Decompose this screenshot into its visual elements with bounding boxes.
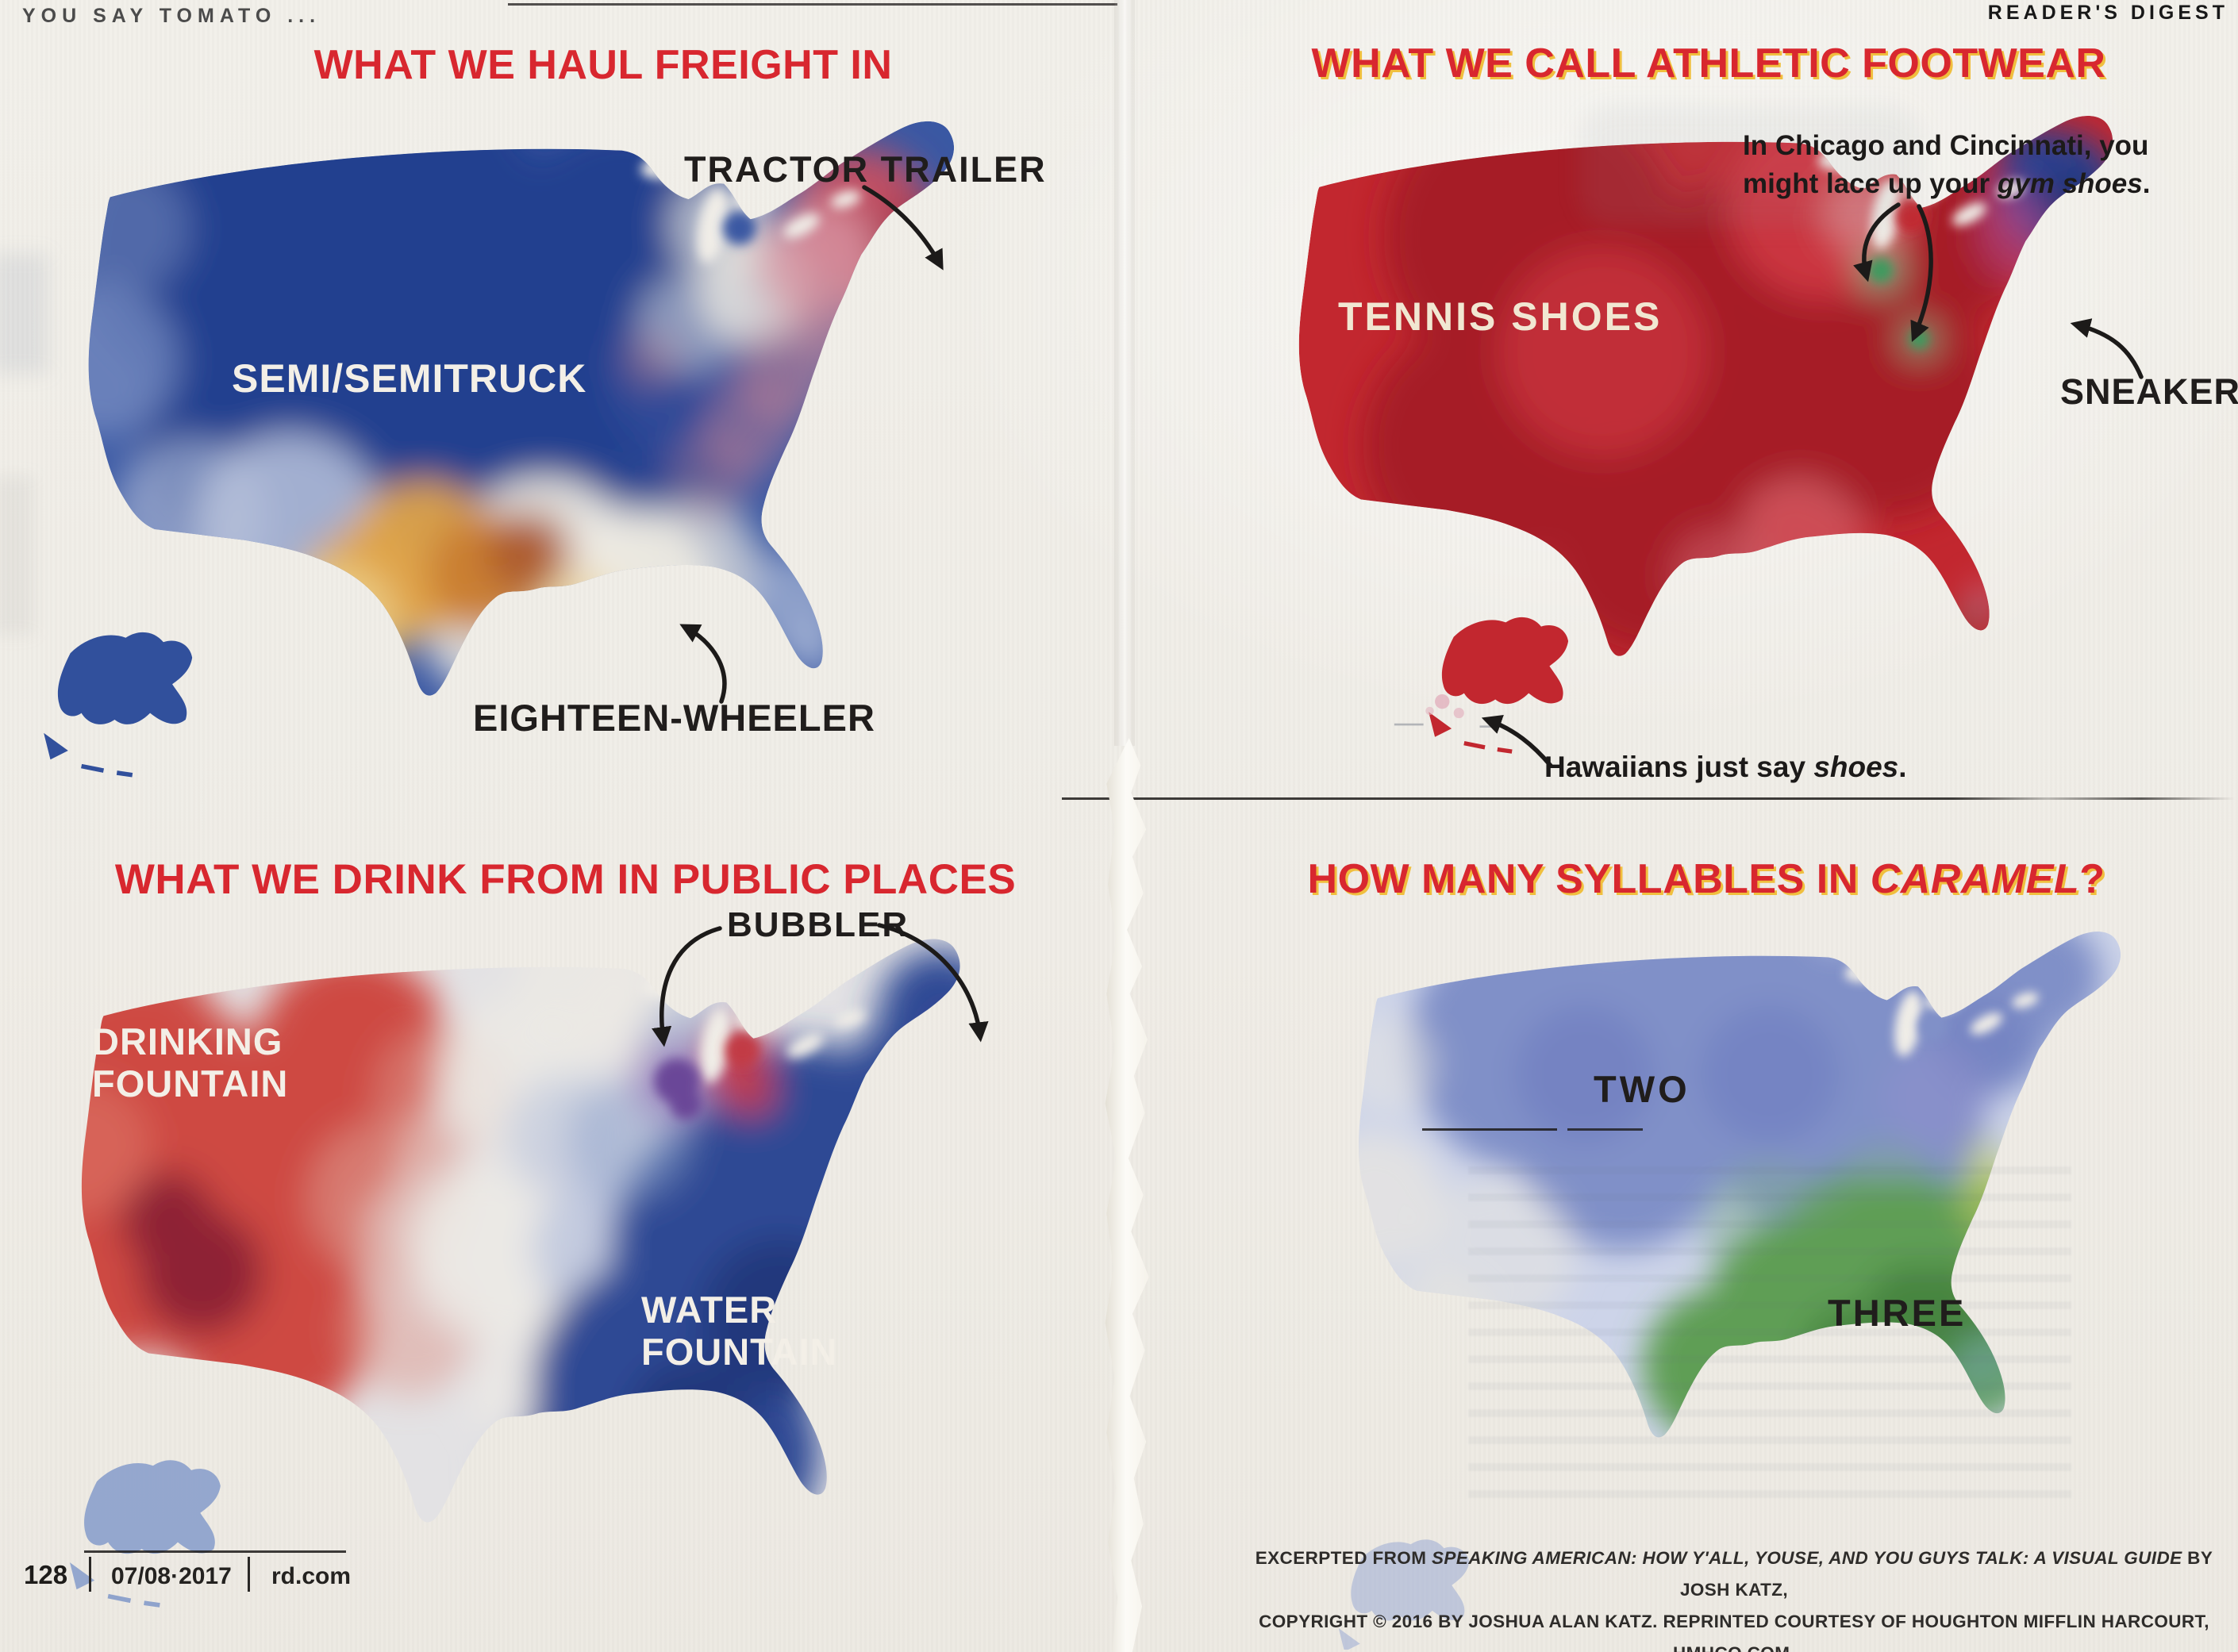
hawaii-note-italic: shoes <box>1813 751 1899 783</box>
ink-dash <box>1422 1128 1557 1131</box>
attribution-prefix: EXCERPTED FROM <box>1255 1548 1432 1568</box>
label-water-fountain: WATER FOUNTAIN <box>641 1289 837 1373</box>
hawaii-note: Hawaiians just say shoes. <box>1544 751 1907 784</box>
footer-rule <box>84 1550 346 1553</box>
attribution-book-title: SPEAKING AMERICAN: HOW Y'ALL, YOUSE, AND… <box>1432 1548 2182 1568</box>
tractor-trailer-arrow-icon <box>862 185 944 271</box>
footwear-map-title: WHAT WE CALL ATHLETIC FOOTWEAR <box>1311 40 2106 86</box>
label-bubbler: BUBBLER <box>727 905 909 944</box>
cincinnati-arrow-icon <box>1910 204 1933 342</box>
bubbler-arrow-right-icon <box>877 923 989 1043</box>
footer-separator <box>89 1557 91 1592</box>
fold-crease <box>1114 0 1135 746</box>
gym-shoes-annotation: In Chicago and Cincinnati, you might lac… <box>1743 127 2150 203</box>
attribution: EXCERPTED FROM SPEAKING AMERICAN: HOW Y'… <box>1234 1543 2234 1652</box>
readers-digest-masthead: READER'S DIGEST <box>1987 2 2228 24</box>
annotation-line2-prefix: might lace up your <box>1743 168 1998 199</box>
alaska <box>1338 1539 1470 1650</box>
alaska <box>70 1460 221 1608</box>
hawaii-note-suffix: . <box>1898 751 1907 783</box>
attribution-line2: COPYRIGHT © 2016 BY JOSHUA ALAN KATZ. RE… <box>1259 1612 2209 1652</box>
attribution-suffix: BY JOSH KATZ, <box>1679 1548 2213 1600</box>
page-number: 128 <box>24 1560 68 1589</box>
freight-map <box>44 121 955 778</box>
half-page-divider <box>1062 797 2235 800</box>
drinking-line2: FOUNTAIN <box>92 1062 289 1105</box>
annotation-line2-suffix: . <box>2142 168 2151 199</box>
caramel-map-title: HOW MANY SYLLABLES IN CARAMEL? <box>1226 855 2186 903</box>
drink-map <box>70 939 960 1608</box>
footer-separator <box>248 1557 250 1592</box>
bubbler-arrow-left-icon <box>652 926 722 1047</box>
sneakers-arrow-icon <box>2070 318 2144 379</box>
caramel-title-prefix: HOW MANY SYLLABLES IN <box>1307 856 1871 902</box>
label-drinking-fountain: DRINKING FOUNTAIN <box>92 1020 288 1105</box>
alaska <box>44 632 193 778</box>
torn-edge <box>1105 738 1149 1652</box>
eighteen-wheeler-arrow-icon <box>679 624 727 704</box>
drinking-line1: DRINKING <box>92 1020 283 1062</box>
annotation-line2-italic: gym shoes <box>1997 168 2143 199</box>
hawaii-note-prefix: Hawaiians just say <box>1544 751 1814 783</box>
alaska <box>1429 617 1569 754</box>
drink-map-title: WHAT WE DRINK FROM IN PUBLIC PLACES <box>114 856 1017 903</box>
attribution-line1: EXCERPTED FROM SPEAKING AMERICAN: HOW Y'… <box>1234 1543 2234 1606</box>
freight-map-title: WHAT WE HAUL FREIGHT IN <box>313 42 893 88</box>
ink-dash <box>1567 1128 1643 1131</box>
label-two: TWO <box>1594 1068 1690 1110</box>
label-tractor-trailer: TRACTOR TRAILER <box>684 149 1047 190</box>
running-head-left: YOU SAY TOMATO ... <box>22 5 321 27</box>
caramel-title-suffix: ? <box>2079 856 2105 902</box>
caramel-title-italic: CARAMEL <box>1870 856 2080 902</box>
website: rd.com <box>271 1563 352 1589</box>
hawaii-arrow-icon <box>1481 714 1553 768</box>
caramel-map <box>1338 931 2121 1650</box>
label-semi-semitruck: SEMI/SEMITRUCK <box>232 356 587 401</box>
annotation-line1: In Chicago and Cincinnati, you <box>1743 130 2149 161</box>
label-sneakers: SNEAKERS <box>2060 371 2238 412</box>
water-line1: WATER <box>641 1289 778 1331</box>
water-line2: FOUNTAIN <box>641 1331 838 1373</box>
label-eighteen-wheeler: EIGHTEEN-WHEELER <box>473 697 875 739</box>
issue-date: 07/08·2017 <box>111 1563 232 1589</box>
label-three: THREE <box>1828 1292 1967 1334</box>
top-edge-rule <box>508 3 1117 6</box>
chicago-arrow-icon <box>1853 202 1901 282</box>
label-tennis-shoes: TENNIS SHOES <box>1338 294 1663 339</box>
